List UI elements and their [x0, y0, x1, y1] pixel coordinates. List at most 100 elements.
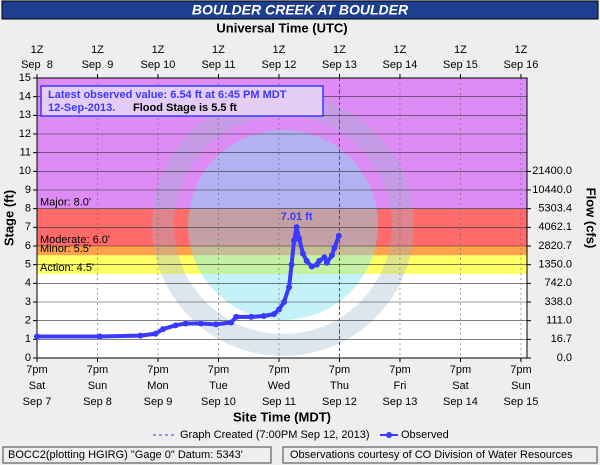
x2-axis-title: Universal Time (UTC)	[216, 20, 347, 35]
point	[316, 257, 323, 264]
flood-label: Action: 4.5'	[40, 262, 94, 274]
y-tick-label: 9	[25, 184, 31, 196]
plot-area: 01234567891011121314150.016.7111.0338.07…	[19, 44, 572, 408]
chart-title: BOULDER CREEK AT BOULDER	[192, 2, 409, 18]
x-tick-label: Thu	[330, 380, 349, 392]
point	[248, 313, 255, 320]
y-tick-label: 14	[19, 91, 31, 103]
flood-label: Major: 8.0'	[40, 197, 91, 209]
point	[328, 252, 335, 259]
x2-tick-label: 1Z	[273, 44, 286, 56]
point	[212, 321, 219, 328]
point	[260, 313, 267, 319]
x2-tick-label: Sep 9	[82, 59, 114, 71]
y2-axis-title: Flow (cfs)	[584, 188, 599, 249]
x-tick-label: 7pm	[450, 364, 471, 376]
y-tick-label: 3	[25, 296, 31, 308]
y2-tick-label: 338.0	[544, 296, 572, 308]
peak-label: 7.01 ft	[281, 211, 313, 223]
flood-band	[37, 246, 527, 256]
x-tick-label: Fri	[394, 380, 407, 392]
x-tick-label: Sat	[452, 380, 469, 392]
x-axis-title: Site Time (MDT)	[233, 409, 331, 424]
x-tick-label: 7pm	[389, 364, 410, 376]
y2-tick-label: 4062.1	[538, 221, 572, 233]
point	[160, 326, 167, 333]
point	[172, 322, 179, 329]
x-tick-label: 7pm	[329, 364, 350, 376]
y2-tick-label: 21400.0	[532, 165, 572, 177]
x-tick-label: Tue	[209, 380, 228, 392]
x-tick-label: Sep 14	[443, 396, 478, 408]
point	[275, 306, 282, 313]
y2-tick-label: 1350.0	[538, 259, 572, 271]
y-tick-label: 2	[25, 315, 31, 327]
footer-box	[282, 446, 598, 464]
legend-marker	[386, 432, 392, 438]
info-flood: Flood Stage is 5.5 ft	[133, 102, 237, 114]
point	[233, 313, 240, 320]
point	[291, 237, 298, 244]
point	[288, 261, 295, 268]
x2-tick-label: 1Z	[333, 44, 346, 56]
legend-label: Observed	[401, 429, 449, 441]
x2-tick-label: Sep 13	[322, 59, 357, 71]
y-tick-label: 12	[19, 128, 31, 140]
y-tick-label: 0	[25, 352, 31, 364]
point	[303, 257, 310, 264]
y-tick-label: 6	[25, 240, 31, 252]
x-tick-label: 7pm	[208, 364, 229, 376]
point	[299, 250, 306, 257]
y-tick-label: 7	[25, 221, 31, 233]
x2-tick-label: 1Z	[212, 44, 225, 56]
info-date: 12-Sep-2013.	[48, 102, 115, 114]
x-tick-label: 7pm	[147, 364, 168, 376]
x2-tick-label: Sep 15	[443, 59, 478, 71]
y2-tick-label: 16.7	[551, 333, 572, 345]
y2-tick-label: 0.0	[557, 352, 572, 364]
footer-left: BOCC2(plotting HGIRG) "Gage 0" Datum: 53…	[8, 449, 243, 461]
x-tick-label: 7pm	[87, 364, 108, 376]
y2-tick-label: 5303.4	[538, 203, 572, 215]
y-tick-label: 5	[25, 259, 31, 271]
y-tick-label: 15	[19, 72, 31, 84]
x2-tick-label: 1Z	[91, 44, 104, 56]
y-tick-label: 1	[25, 333, 31, 345]
x-tick-label: 7pm	[26, 364, 47, 376]
point	[296, 235, 303, 242]
y2-tick-label: 2820.7	[538, 240, 572, 252]
y-tick-label: 10	[19, 165, 31, 177]
y2-tick-label: 10440.0	[532, 184, 572, 196]
info-line: Latest observed value: 6.54 ft at 6:45 P…	[48, 89, 287, 101]
point	[331, 244, 338, 251]
x2-tick-label: Sep 8	[21, 59, 53, 71]
x-tick-label: Sep 7	[23, 396, 52, 408]
footer-right: Observations courtesy of CO Division of …	[290, 449, 573, 461]
point	[152, 330, 159, 337]
legend-label: Graph Created (7:00PM Sep 12, 2013)	[180, 429, 370, 441]
point	[323, 259, 330, 266]
x-tick-label: Sep 13	[383, 396, 418, 408]
x-tick-label: Sep 11	[262, 396, 296, 408]
x-tick-label: Sep 10	[201, 396, 236, 408]
point	[228, 319, 235, 326]
point	[335, 232, 342, 239]
y2-tick-label: 111.0	[546, 315, 572, 327]
footer-box	[2, 446, 272, 464]
info-box	[40, 85, 324, 117]
point	[182, 320, 189, 327]
x-tick-label: Wed	[268, 380, 290, 392]
x-tick-label: Sep 12	[322, 396, 357, 408]
point	[137, 332, 144, 339]
x2-tick-label: 1Z	[152, 44, 165, 56]
flood-label: Minor: 5.5'	[40, 243, 91, 255]
point	[97, 333, 104, 340]
x-tick-label: Sep 9	[144, 396, 173, 408]
x2-tick-label: Sep 12	[262, 59, 297, 71]
point	[308, 263, 315, 270]
point	[293, 224, 300, 231]
point	[270, 311, 277, 318]
plot-frame	[36, 77, 528, 359]
y-axis-title: Stage (ft)	[1, 190, 16, 246]
